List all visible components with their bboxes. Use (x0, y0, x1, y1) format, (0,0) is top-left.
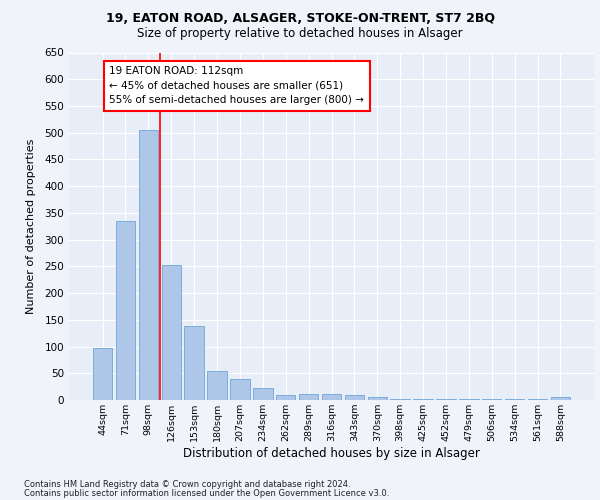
Text: Contains public sector information licensed under the Open Government Licence v3: Contains public sector information licen… (24, 488, 389, 498)
Bar (551, 398, 570, 400)
Text: Contains HM Land Registry data © Crown copyright and database right 2024.: Contains HM Land Registry data © Crown c… (24, 480, 350, 489)
Bar (344, 394, 364, 400)
Bar (276, 394, 295, 400)
Text: Size of property relative to detached houses in Alsager: Size of property relative to detached ho… (137, 28, 463, 40)
Bar (139, 130, 158, 400)
Bar (299, 394, 319, 400)
Text: 19, EATON ROAD, ALSAGER, STOKE-ON-TRENT, ST7 2BQ: 19, EATON ROAD, ALSAGER, STOKE-ON-TRENT,… (106, 12, 494, 26)
Text: 19 EATON ROAD: 112sqm
← 45% of detached houses are smaller (651)
55% of semi-det: 19 EATON ROAD: 112sqm ← 45% of detached … (109, 66, 364, 106)
Bar (436, 399, 455, 400)
Bar (413, 399, 433, 400)
Bar (253, 388, 272, 400)
Bar (322, 394, 341, 400)
X-axis label: Distribution of detached houses by size in Alsager: Distribution of detached houses by size … (183, 447, 480, 460)
Bar (368, 398, 387, 400)
Bar (391, 399, 410, 400)
Bar (184, 326, 204, 400)
Bar (230, 378, 250, 400)
Bar (93, 348, 112, 400)
Bar (116, 221, 135, 400)
Bar (208, 371, 227, 400)
Y-axis label: Number of detached properties: Number of detached properties (26, 138, 36, 314)
Bar (161, 266, 181, 400)
